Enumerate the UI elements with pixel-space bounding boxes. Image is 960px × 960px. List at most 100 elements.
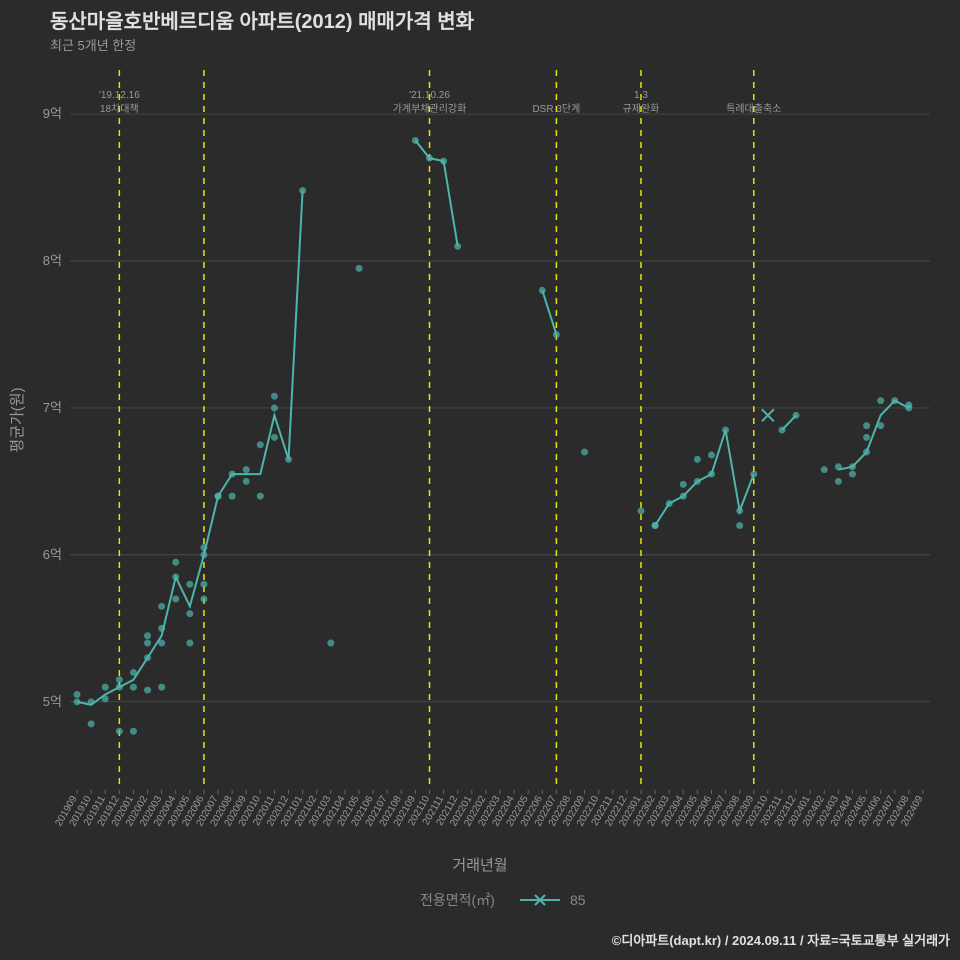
data-point	[158, 625, 165, 632]
data-point	[158, 640, 165, 647]
data-point	[130, 684, 137, 691]
data-point	[200, 551, 207, 558]
data-point	[877, 422, 884, 429]
x-axis-label: 거래년월	[452, 857, 507, 874]
data-point	[186, 581, 193, 588]
data-point	[102, 684, 109, 691]
data-point	[200, 581, 207, 588]
event-label: 1.3	[634, 90, 648, 101]
data-point	[130, 728, 137, 735]
data-point	[736, 522, 743, 529]
data-point	[327, 640, 334, 647]
data-point	[652, 522, 659, 529]
y-tick-label: 9억	[43, 106, 62, 121]
data-point	[440, 158, 447, 165]
data-point	[271, 393, 278, 400]
data-point	[172, 573, 179, 580]
legend-item: 85	[570, 892, 586, 908]
data-point	[144, 654, 151, 661]
data-point	[581, 449, 588, 456]
event-label: 가계부채관리강화	[393, 103, 467, 115]
event-label: 규제완화	[623, 103, 660, 115]
data-point	[102, 695, 109, 702]
data-point	[229, 471, 236, 478]
data-point	[116, 684, 123, 691]
data-point	[680, 493, 687, 500]
data-point	[257, 441, 264, 448]
data-point	[863, 449, 870, 456]
data-point	[172, 595, 179, 602]
data-point	[778, 427, 785, 434]
data-point	[821, 466, 828, 473]
data-point	[426, 155, 433, 162]
data-point	[172, 559, 179, 566]
data-point	[158, 603, 165, 610]
y-tick-label: 7억	[43, 400, 62, 415]
data-point	[694, 478, 701, 485]
data-point	[863, 434, 870, 441]
event-label: 18차대책	[100, 103, 139, 115]
data-point	[793, 412, 800, 419]
data-point	[243, 478, 250, 485]
data-point	[863, 422, 870, 429]
event-label: '21.10.26	[409, 90, 450, 101]
data-point	[74, 691, 81, 698]
data-point	[637, 507, 644, 514]
data-point	[116, 728, 123, 735]
legend-title: 전용면적(㎡)	[420, 892, 495, 908]
data-point	[271, 434, 278, 441]
chart-subtitle: 최근 5개년 한정	[50, 38, 136, 53]
data-point	[750, 471, 757, 478]
data-point	[257, 493, 264, 500]
data-point	[454, 243, 461, 250]
data-point	[708, 471, 715, 478]
data-point	[356, 265, 363, 272]
data-point	[835, 478, 842, 485]
data-point	[539, 287, 546, 294]
data-point	[144, 687, 151, 694]
data-point	[74, 698, 81, 705]
data-point	[736, 507, 743, 514]
chart-container: 동산마을호반베르디움 아파트(2012) 매매가격 변화 최근 5개년 한정 5…	[0, 0, 960, 960]
data-point	[285, 456, 292, 463]
data-point	[144, 632, 151, 639]
event-label: DSR 3단계	[532, 103, 580, 115]
data-point	[849, 471, 856, 478]
y-tick-label: 5억	[43, 694, 62, 709]
data-point	[680, 481, 687, 488]
event-label: 특례대출축소	[726, 103, 781, 115]
data-point	[186, 610, 193, 617]
data-point	[186, 640, 193, 647]
data-point	[271, 404, 278, 411]
data-point	[708, 451, 715, 458]
data-point	[877, 397, 884, 404]
data-point	[158, 684, 165, 691]
data-point	[666, 500, 673, 507]
y-tick-label: 8억	[43, 253, 62, 268]
y-axis-label: 평균가(원)	[9, 387, 26, 452]
data-point	[200, 544, 207, 551]
chart-svg: 동산마을호반베르디움 아파트(2012) 매매가격 변화 최근 5개년 한정 5…	[0, 0, 960, 960]
y-tick-label: 6억	[43, 547, 62, 562]
data-point	[412, 137, 419, 144]
data-point	[835, 463, 842, 470]
event-label: '19.12.16	[99, 90, 140, 101]
data-point	[722, 427, 729, 434]
data-point	[849, 463, 856, 470]
data-point	[200, 595, 207, 602]
data-point	[88, 720, 95, 727]
data-point	[553, 331, 560, 338]
data-point	[130, 669, 137, 676]
data-point	[891, 397, 898, 404]
footer-text: ©디아파트(dapt.kr) / 2024.09.11 / 자료=국토교통부 실…	[612, 933, 950, 948]
data-point	[116, 676, 123, 683]
data-point	[88, 698, 95, 705]
data-point	[299, 187, 306, 194]
data-point	[229, 493, 236, 500]
data-point	[905, 402, 912, 409]
data-point	[694, 456, 701, 463]
data-point	[243, 466, 250, 473]
data-point	[144, 640, 151, 647]
data-point	[215, 493, 222, 500]
chart-title: 동산마을호반베르디움 아파트(2012) 매매가격 변화	[50, 10, 475, 33]
